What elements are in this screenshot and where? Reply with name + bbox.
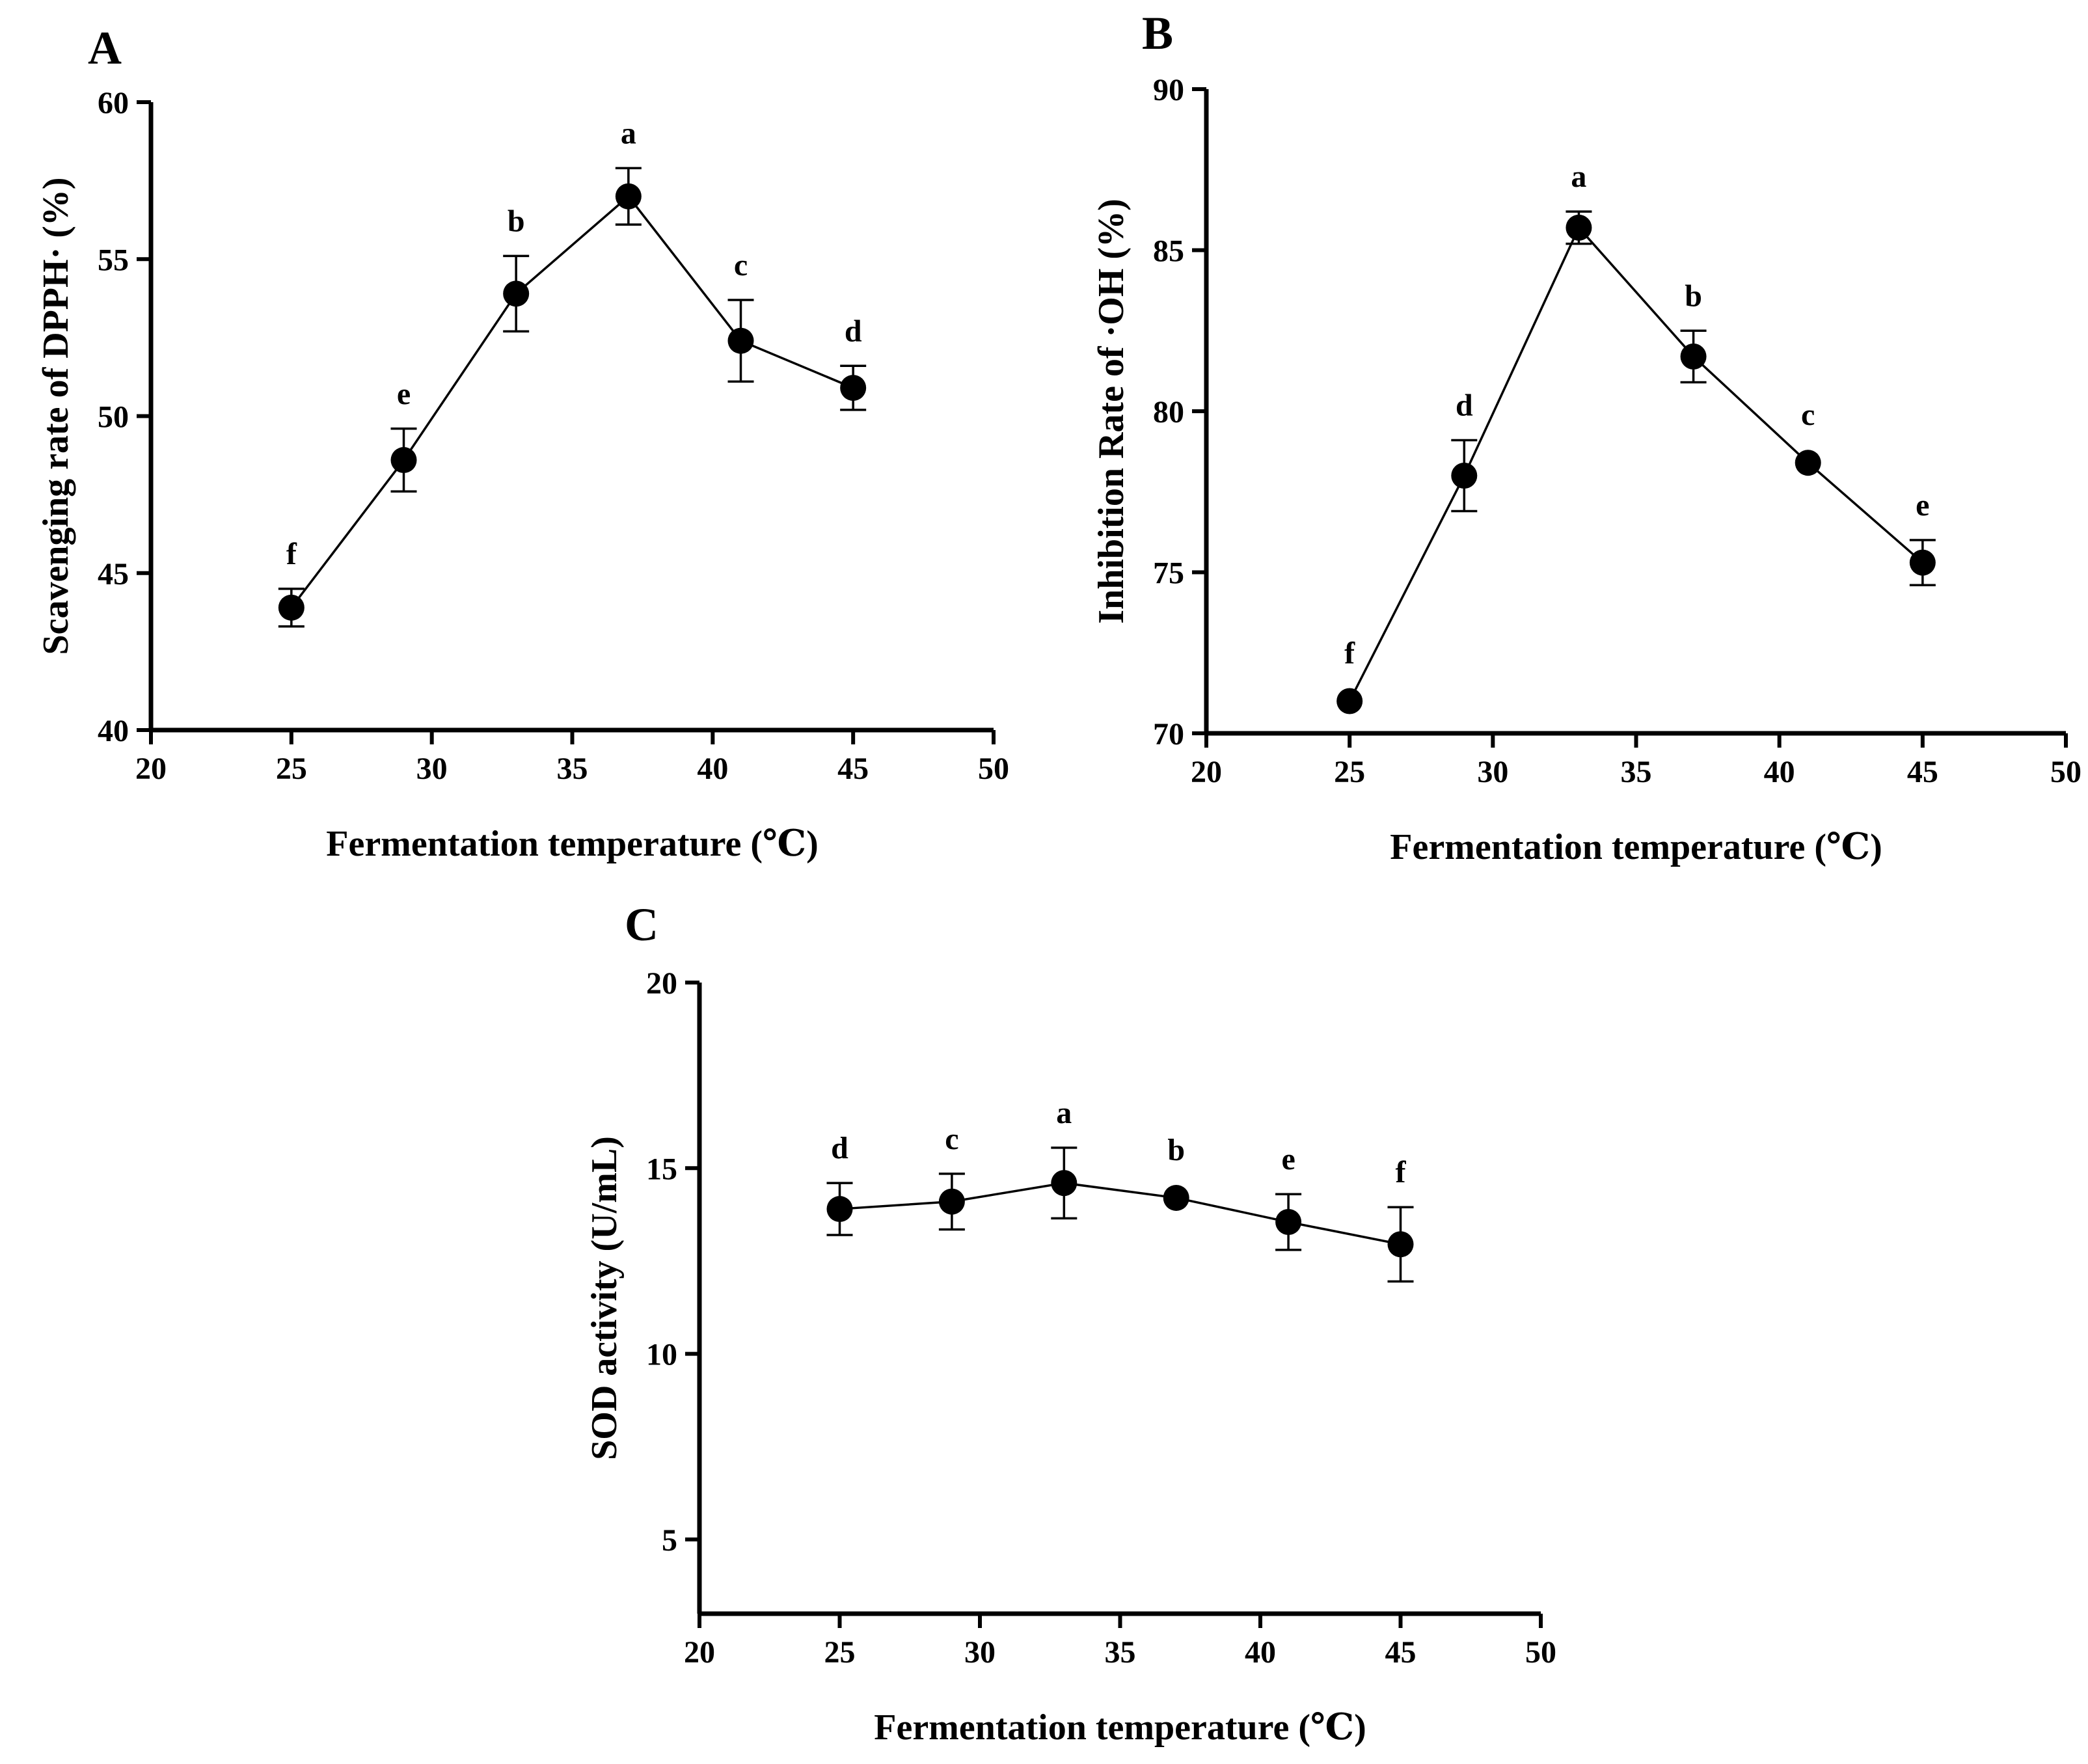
y-tick-label: 5 (662, 1523, 677, 1558)
significance-label: e (1281, 1142, 1295, 1176)
significance-label: c (945, 1122, 958, 1156)
data-point (1795, 450, 1821, 476)
significance-label: a (1056, 1096, 1072, 1130)
x-tick-label: 20 (684, 1635, 715, 1670)
y-tick-label: 10 (646, 1338, 677, 1372)
panel-c: C 20 25 30 35 40 45 50 5 10 15 20 Fermentation temp… (584, 899, 1556, 1748)
x-tick-label: 30 (964, 1635, 996, 1670)
significance-label: c (1801, 398, 1815, 432)
data-point (615, 183, 642, 210)
y-tick-label: 40 (98, 714, 129, 748)
x-tick-label: 50 (1525, 1635, 1556, 1670)
significance-label: b (1685, 278, 1702, 313)
y-tick-label: 45 (98, 557, 129, 591)
x-tick-label: 25 (824, 1635, 856, 1670)
panel-b: B 20 25 30 35 40 45 50 70 75 80 85 90 Fermentation t… (1091, 7, 2081, 867)
y-tick-label: 55 (98, 243, 129, 277)
x-tick-label: 45 (1907, 755, 1938, 789)
data-point (1051, 1170, 1078, 1197)
data-point (1451, 463, 1478, 489)
data-point (727, 327, 754, 354)
y-tick-label: 60 (98, 86, 129, 120)
x-tick-label: 30 (416, 752, 448, 786)
panel-letter-b: B (1142, 7, 1173, 59)
y-tick-label: 80 (1153, 395, 1184, 429)
y-axis-title: SOD activity (U/mL) (584, 1136, 625, 1460)
significance-label: b (1167, 1133, 1185, 1167)
significance-label: f (286, 537, 297, 571)
data-point (1336, 688, 1363, 714)
plot-area-c: 20 25 30 35 40 45 50 5 10 15 20 Fermentation temper… (584, 966, 1556, 1748)
x-tick-label: 35 (1621, 755, 1652, 789)
y-tick-label: 75 (1153, 556, 1184, 591)
panel-letter-c: C (625, 899, 658, 951)
x-tick-label: 40 (697, 752, 728, 786)
x-tick-label: 30 (1477, 755, 1508, 789)
plot-area-a: 20 25 30 35 40 45 50 40 45 50 55 60 Fermentation tem… (36, 86, 1009, 864)
y-tick-label: 70 (1153, 717, 1184, 752)
significance-label: d (1456, 388, 1473, 423)
y-axis-title: Inhibition Rate of ·OH (%) (1091, 198, 1132, 623)
significance-label: c (734, 248, 748, 282)
series-line (839, 1182, 1401, 1245)
x-tick-label: 50 (978, 752, 1009, 786)
y-tick-label: 50 (98, 400, 129, 435)
data-point (390, 447, 417, 474)
y-tick-label: 20 (646, 966, 677, 1001)
x-tick-label: 40 (1764, 755, 1795, 789)
plot-area-b: 20 25 30 35 40 45 50 70 75 80 85 90 Fermentation tem… (1091, 73, 2081, 867)
x-tick-label: 20 (135, 752, 167, 786)
data-point (1275, 1209, 1302, 1236)
significance-label: e (397, 377, 411, 411)
data-point (1680, 343, 1707, 370)
x-tick-label: 35 (1105, 1635, 1136, 1670)
panel-a: A 20 25 30 35 40 45 50 40 45 50 55 60 Fermentation t… (36, 22, 1009, 864)
data-point (278, 594, 305, 621)
x-tick-label: 35 (557, 752, 588, 786)
data-point (1566, 214, 1592, 241)
significance-label: b (508, 204, 525, 238)
data-point (503, 280, 530, 307)
series-line (290, 195, 854, 608)
significance-label: d (845, 314, 862, 348)
data-point (938, 1188, 965, 1215)
x-tick-label: 20 (1191, 755, 1222, 789)
data-point (1163, 1184, 1189, 1211)
x-axis-title: Fermentation temperature (℃) (1390, 827, 1882, 867)
x-tick-label: 25 (1334, 755, 1365, 789)
x-tick-label: 50 (2050, 755, 2081, 789)
x-tick-label: 25 (276, 752, 307, 786)
x-tick-label: 40 (1245, 1635, 1276, 1670)
significance-label: e (1916, 488, 1929, 522)
y-tick-label: 85 (1153, 234, 1184, 269)
significance-label: a (621, 116, 636, 150)
significance-label: a (1571, 159, 1586, 194)
data-point (826, 1196, 853, 1223)
data-point (1387, 1231, 1414, 1258)
x-tick-label: 45 (1385, 1635, 1417, 1670)
significance-label: d (831, 1131, 848, 1165)
x-axis-title: Fermentation temperature (℃) (326, 824, 818, 864)
x-tick-label: 45 (837, 752, 869, 786)
y-tick-label: 90 (1153, 73, 1184, 107)
y-tick-label: 15 (646, 1152, 677, 1186)
significance-label: f (1396, 1155, 1407, 1189)
significance-label: f (1344, 636, 1355, 671)
panel-letter-a: A (88, 22, 122, 74)
series-line (1348, 225, 1923, 702)
y-axis-title: Scavenging rate of DPPH· (%) (36, 177, 76, 655)
data-point (840, 375, 867, 401)
x-axis-title: Fermentation temperature (℃) (874, 1707, 1366, 1748)
data-point (1909, 549, 1936, 576)
